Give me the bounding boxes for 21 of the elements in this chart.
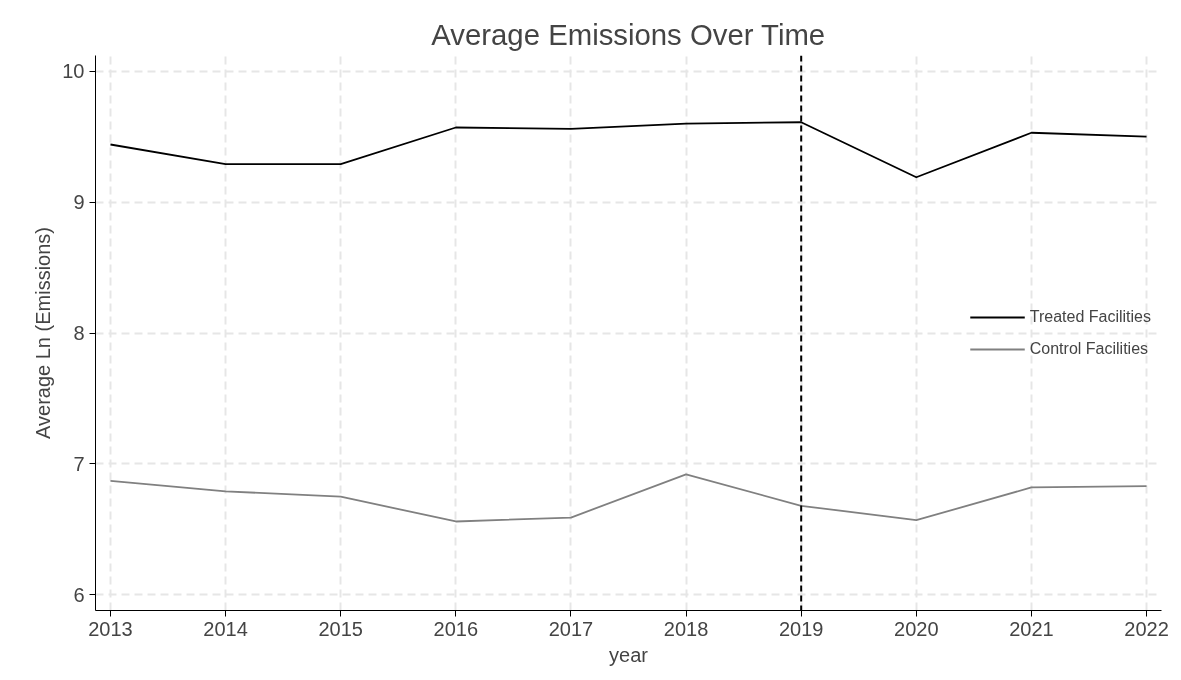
x-tick-label: 2018	[663, 617, 709, 640]
legend-label: Control Facilities	[1029, 339, 1149, 358]
y-tick-label: 6	[73, 583, 85, 606]
x-tick-label: 2020	[894, 617, 939, 640]
x-tick-label: 2019	[778, 617, 824, 640]
x-tick-label: 2014	[203, 617, 248, 640]
x-tick-label: 2021	[1009, 617, 1054, 640]
line-series	[109, 473, 1148, 523]
chart-title: Average Emissions Over Time	[431, 17, 826, 51]
x-axis-title: year	[609, 643, 649, 666]
legend-label: Treated Facilities	[1029, 307, 1151, 326]
x-tick-label: 2016	[433, 617, 479, 640]
y-tick-label: 8	[73, 322, 85, 344]
x-tick-label: 2013	[88, 617, 133, 640]
x-tick-label: 2015	[318, 617, 363, 640]
x-tick-label: 2017	[548, 617, 594, 640]
y-tick-label: 10	[62, 60, 85, 83]
y-tick-label: 9	[73, 191, 85, 214]
x-tick-label: 2022	[1124, 617, 1169, 640]
y-axis-title: Average Ln (Emissions)	[32, 227, 55, 439]
y-tick-label: 7	[73, 452, 85, 475]
